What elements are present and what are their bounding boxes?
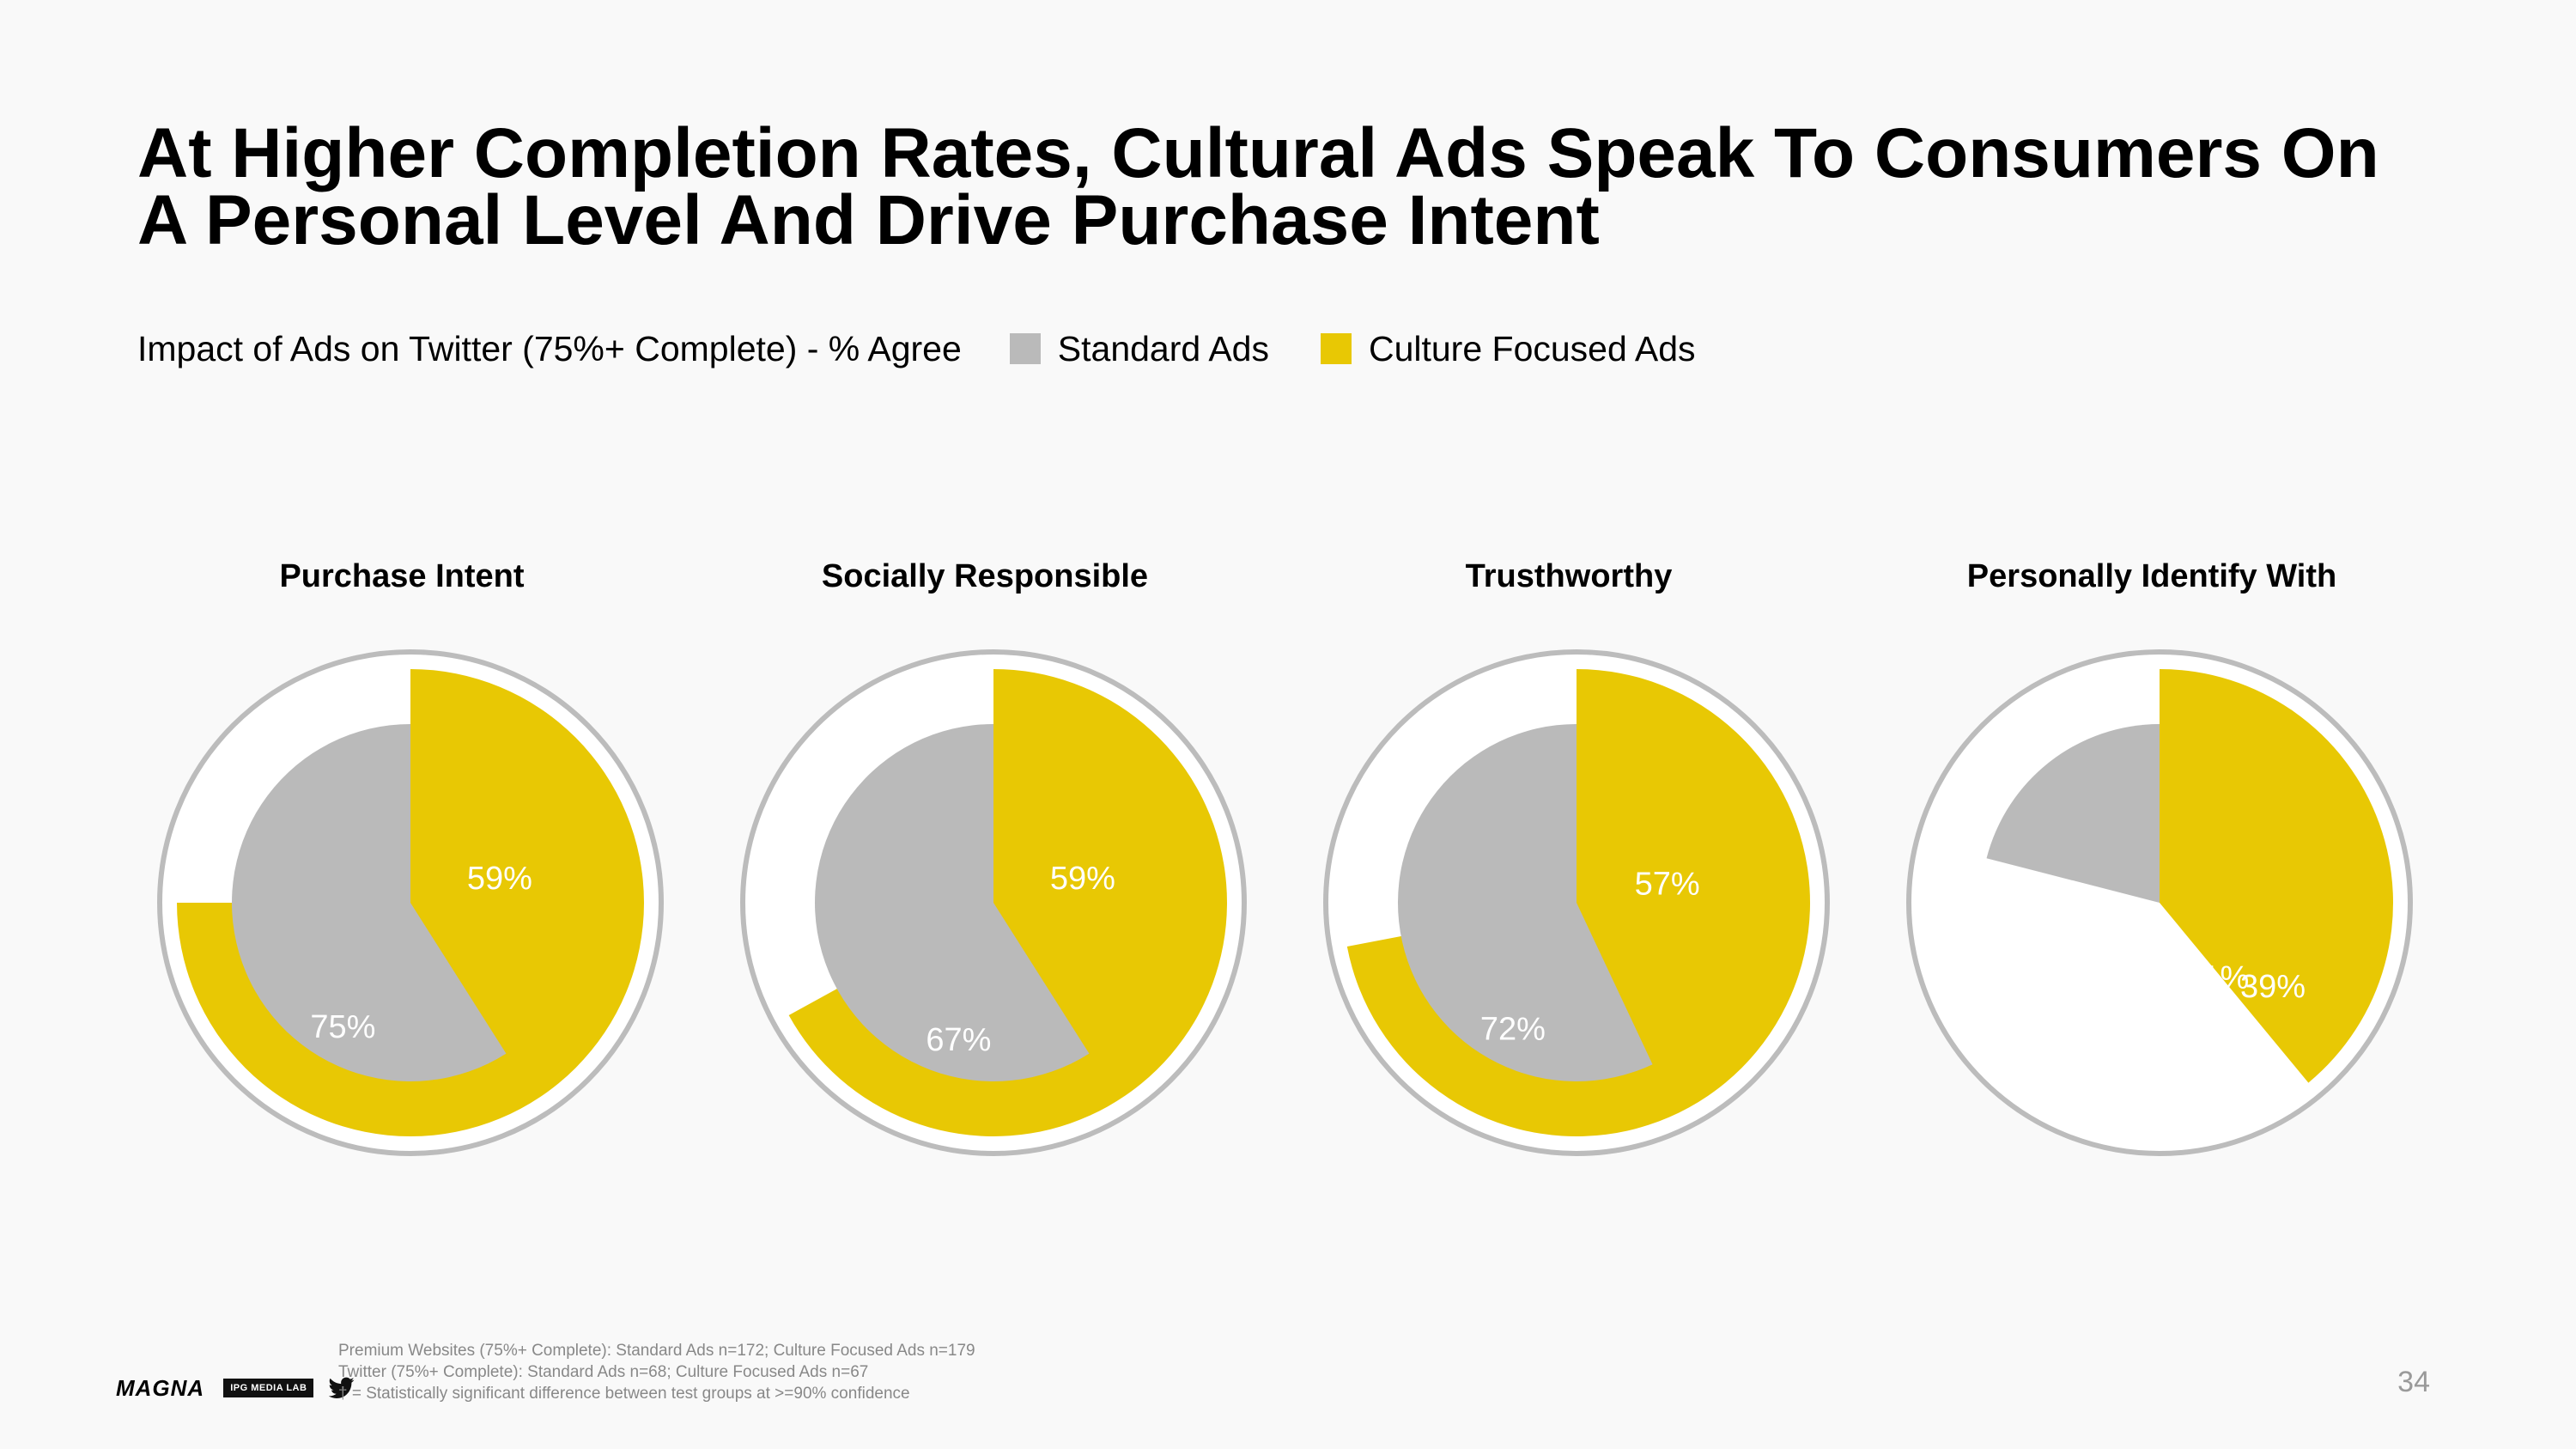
- standard-slice-purchase-intent: [231, 724, 507, 1081]
- title-line-2: A Personal Level And Drive Purchase Inte…: [137, 181, 1600, 259]
- culture-label-personally-identify: 39%: [2240, 969, 2306, 1005]
- pie-chart-personally-identify: 21%39%: [1906, 649, 2413, 1156]
- standard-slice-personally-identify: [1986, 724, 2160, 903]
- panel-title-purchase-intent: Purchase Intent: [279, 558, 525, 594]
- legend-item-standard: Standard Ads: [1009, 328, 1269, 369]
- legend-label-culture: Culture Focused Ads: [1368, 328, 1696, 368]
- standard-label-purchase-intent: 59%: [467, 861, 532, 897]
- panel-title-personally-identify: Personally Identify With: [1966, 558, 2337, 594]
- legend-item-culture: Culture Focused Ads: [1320, 328, 1696, 369]
- culture-label-trustworthy: 72%: [1480, 1011, 1546, 1047]
- legend-swatch-standard: [1009, 333, 1041, 364]
- panel-title-socially-responsible: Socially Responsible: [821, 558, 1149, 594]
- chart-subtitle: Impact of Ads on Twitter (75%+ Complete)…: [137, 328, 962, 368]
- pie-chart-socially-responsible: 59% 67%: [740, 649, 1247, 1156]
- slide-title: At Higher Completion Rates, Cultural Ads…: [137, 119, 2456, 256]
- page-number: 34: [2397, 1366, 2430, 1398]
- standard-label-socially-responsible: 59%: [1050, 861, 1115, 897]
- title-line-1: At Higher Completion Rates, Cultural Ads…: [137, 114, 2379, 192]
- footnotes: Premium Websites (75%+ Complete): Standa…: [338, 1340, 975, 1404]
- footnote-premium: Premium Websites (75%+ Complete): Standa…: [338, 1342, 975, 1360]
- footnote-twitter: Twitter (75%+ Complete): Standard Ads n=…: [338, 1363, 869, 1381]
- standard-label-personally-identify: 21%: [2184, 960, 2249, 996]
- culture-label-socially-responsible: 67%: [926, 1022, 991, 1058]
- pie-chart-purchase-intent: 59% 75%: [157, 649, 664, 1156]
- culture-slice-personally-identify: [2160, 669, 2394, 1083]
- ipg-media-lab-logo: IPG MEDIA LAB: [223, 1379, 314, 1397]
- standard-slice-trustworthy: [1397, 723, 1653, 1081]
- standard-label-trustworthy: 57%: [1635, 866, 1700, 902]
- magna-logo: MAGNA: [116, 1374, 205, 1401]
- legend-label-standard: Standard Ads: [1057, 328, 1269, 368]
- culture-label-purchase-intent: 75%: [310, 1009, 375, 1045]
- footer-logos: MAGNA IPG MEDIA LAB: [116, 1371, 355, 1405]
- subtitle-row: Impact of Ads on Twitter (75%+ Complete)…: [137, 323, 1747, 374]
- footnote-significance: † = Statistically significant difference…: [338, 1385, 910, 1403]
- panel-title-trustworthy: Trusthworthy: [1465, 558, 1673, 594]
- pie-chart-trustworthy: 57% 72%: [1323, 649, 1830, 1156]
- twitter-bird-icon: [329, 1377, 355, 1398]
- standard-slice-socially-responsible: [814, 724, 1090, 1081]
- legend-swatch-culture: [1320, 333, 1352, 364]
